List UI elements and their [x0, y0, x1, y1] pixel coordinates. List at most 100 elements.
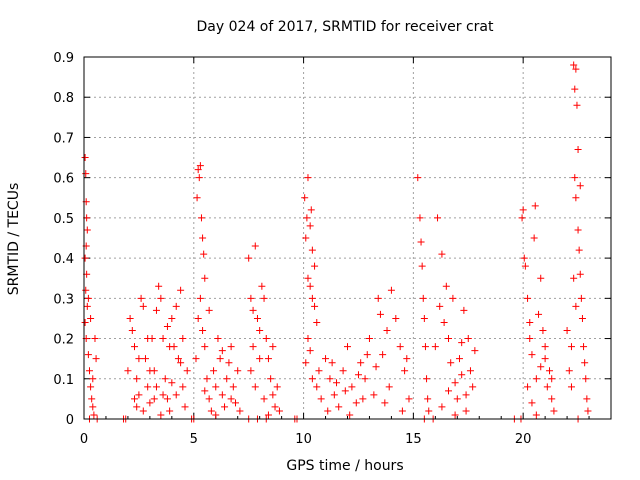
data-point: [537, 274, 545, 282]
data-point: [526, 335, 534, 343]
data-point: [524, 294, 532, 302]
data-point: [179, 335, 187, 343]
data-point: [150, 395, 158, 403]
data-point: [447, 359, 455, 367]
data-point: [326, 375, 334, 383]
data-point: [269, 391, 277, 399]
data-point: [192, 355, 200, 363]
y-tick-label: 0: [66, 413, 74, 428]
data-point: [271, 403, 279, 411]
data-point: [335, 403, 343, 411]
axis-ticks: 0 0.1 0.2 0.3 0.4 0.5 0.6 0.7 0.8 0.9 0 5 10 15 20: [53, 51, 611, 447]
data-point: [269, 343, 277, 351]
data-point: [464, 335, 472, 343]
data-point: [196, 294, 204, 302]
data-point: [229, 383, 237, 391]
data-point: [197, 214, 205, 222]
data-point: [449, 294, 457, 302]
data-point: [574, 226, 582, 234]
data-point: [313, 318, 321, 326]
data-point: [256, 355, 264, 363]
data-point: [247, 294, 255, 302]
data-point: [469, 383, 477, 391]
data-point: [396, 343, 404, 351]
data-point: [304, 274, 312, 282]
data-point: [264, 411, 272, 419]
data-point: [315, 367, 323, 375]
data-point: [370, 391, 378, 399]
data-point: [528, 399, 536, 407]
data-point: [131, 395, 139, 403]
data-point: [216, 355, 224, 363]
data-point: [201, 274, 209, 282]
data-point: [518, 214, 526, 222]
data-point: [85, 367, 93, 375]
data-point: [548, 395, 556, 403]
data-point: [181, 403, 189, 411]
data-point: [83, 226, 91, 234]
data-point: [348, 383, 356, 391]
data-point: [550, 407, 558, 415]
data-point: [201, 387, 209, 395]
data-point: [267, 375, 275, 383]
data-point: [374, 294, 382, 302]
data-point: [159, 391, 167, 399]
data-point: [195, 174, 203, 182]
data-point: [582, 375, 590, 383]
y-tick-label: 0.1: [53, 373, 74, 388]
data-point: [264, 355, 272, 363]
data-point: [308, 375, 316, 383]
data-point: [311, 262, 319, 270]
data-point: [258, 282, 266, 290]
data-point: [458, 371, 466, 379]
y-tick-label: 0.3: [53, 292, 74, 307]
data-point: [302, 234, 310, 242]
data-point: [260, 294, 268, 302]
data-point: [572, 65, 580, 73]
data-point: [328, 359, 336, 367]
data-point: [581, 359, 589, 367]
data-point: [365, 335, 373, 343]
data-point: [361, 375, 369, 383]
data-point: [177, 359, 185, 367]
data-point: [308, 246, 316, 254]
data-point: [317, 395, 325, 403]
data-point: [262, 335, 270, 343]
data-point: [227, 343, 235, 351]
data-point: [304, 335, 312, 343]
data-point: [245, 254, 253, 262]
data-point: [572, 302, 580, 310]
data-point: [539, 327, 547, 335]
data-point: [442, 282, 450, 290]
data-point: [168, 379, 176, 387]
data-point: [541, 355, 549, 363]
data-point: [416, 214, 424, 222]
chart-title: Day 024 of 2017, SRMTID for receiver cra…: [197, 19, 494, 35]
data-point: [200, 250, 208, 258]
data-point: [174, 355, 182, 363]
data-point: [212, 383, 220, 391]
data-point: [152, 306, 160, 314]
data-point: [580, 343, 588, 351]
data-point: [359, 395, 367, 403]
data-point: [528, 351, 536, 359]
data-point: [372, 363, 380, 371]
data-point: [421, 343, 429, 351]
data-point: [199, 234, 207, 242]
data-point: [330, 391, 338, 399]
data-point: [218, 391, 226, 399]
data-point: [423, 375, 431, 383]
data-point: [401, 367, 409, 375]
data-point: [520, 254, 528, 262]
data-point: [166, 343, 174, 351]
data-point: [524, 383, 532, 391]
data-point: [146, 367, 154, 375]
data-point: [81, 154, 89, 162]
data-point: [306, 347, 314, 355]
data-point: [471, 347, 479, 355]
data-point: [137, 294, 145, 302]
data-point: [155, 282, 163, 290]
data-point: [546, 367, 554, 375]
data-point: [322, 355, 330, 363]
